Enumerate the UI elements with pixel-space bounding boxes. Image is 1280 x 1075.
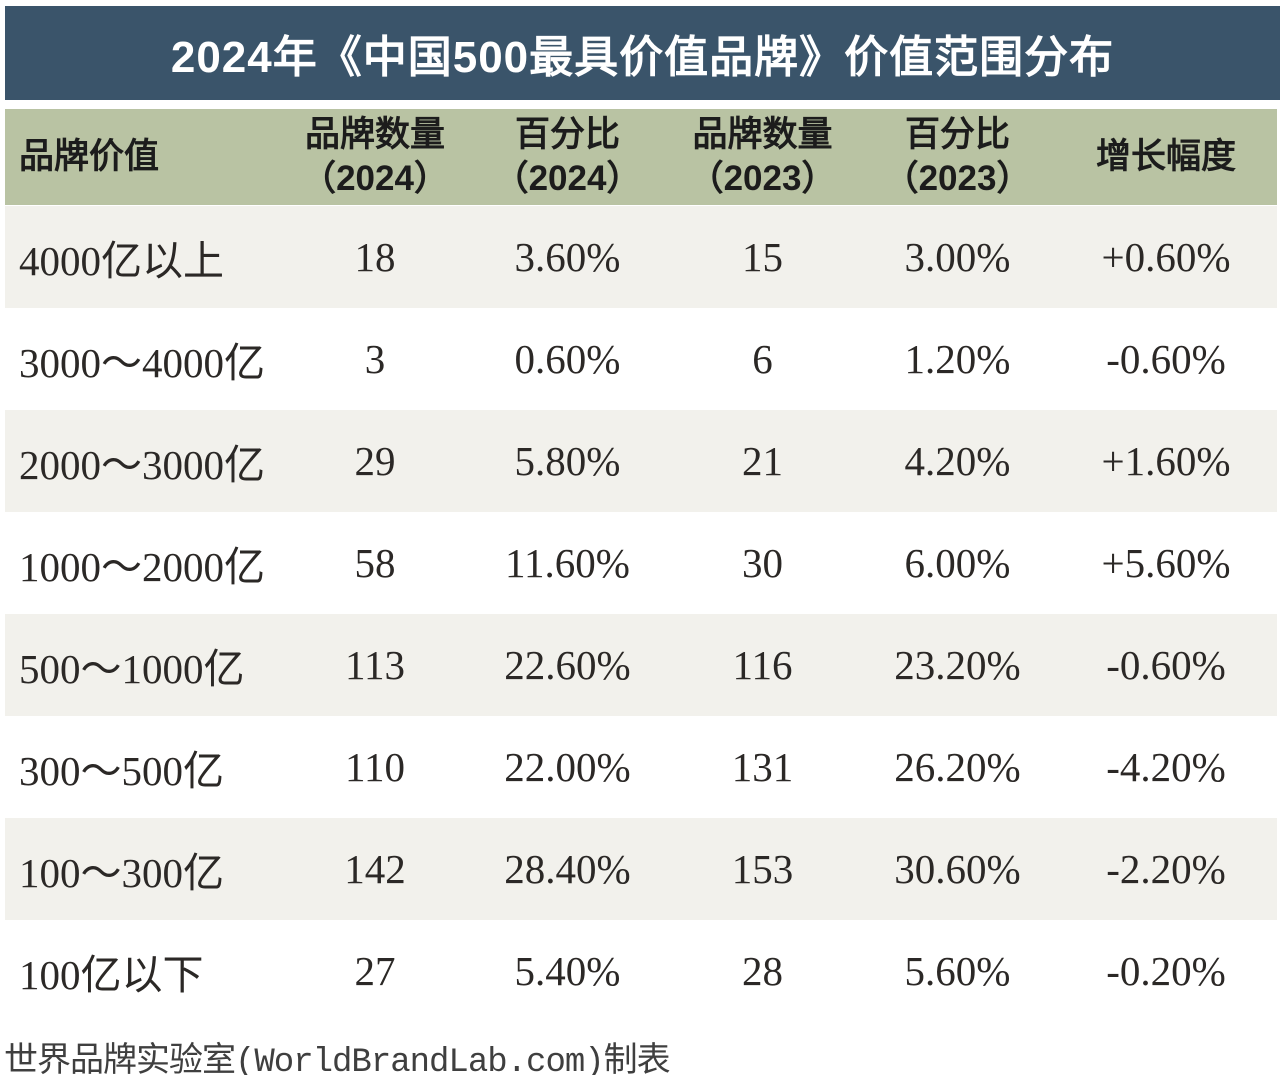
cell-count-2024: 110 [345, 744, 405, 790]
header-label: 增长幅度 [1095, 137, 1236, 176]
cell-brand-value: 500～1000亿 [19, 646, 245, 692]
cell-growth: -0.60% [1106, 336, 1226, 382]
cell-pct-2023: 1.20% [904, 336, 1011, 382]
header-label: 百分比 [904, 115, 1010, 154]
cell-brand-value: 100～300亿 [19, 850, 224, 896]
header-brand-count-2023: 品牌数量 （2023） [665, 113, 860, 201]
cell-growth: -2.20% [1106, 846, 1226, 892]
header-sublabel: （2024） [301, 159, 449, 198]
header-brand-value: 品牌价值 [5, 135, 280, 179]
title-bar: 2024年《中国500最具价值品牌》价值范围分布 [5, 6, 1280, 100]
cell-pct-2023: 4.20% [904, 438, 1011, 484]
table-row: 500～1000亿 113 22.60% 116 23.20% -0.60% [5, 614, 1277, 716]
cell-growth: -0.20% [1106, 948, 1226, 994]
table-row: 3000～4000亿 3 0.60% 6 1.20% -0.60% [5, 308, 1277, 410]
cell-pct-2024: 22.60% [504, 642, 631, 688]
table-row: 100亿以下 27 5.40% 28 5.60% -0.20% [5, 920, 1277, 1022]
header-sublabel: （2023） [688, 159, 837, 198]
cell-pct-2024: 22.00% [504, 744, 631, 790]
cell-count-2023: 6 [752, 336, 773, 382]
header-label: 品牌数量 [304, 115, 445, 154]
header-brand-count-2024: 品牌数量 （2024） [280, 113, 470, 201]
table-row: 4000亿以上 18 3.60% 15 3.00% +0.60% [5, 206, 1277, 308]
cell-count-2023: 116 [732, 642, 793, 688]
cell-pct-2023: 23.20% [894, 642, 1021, 688]
header-label: 品牌数量 [692, 115, 833, 154]
cell-count-2024: 29 [354, 438, 396, 484]
header-percentage-2024: 百分比 （2024） [470, 113, 665, 201]
cell-count-2023: 28 [742, 948, 783, 994]
cell-brand-value: 3000～4000亿 [19, 340, 265, 386]
source-credit: 世界品牌实验室(WorldBrandLab.com)制表 [4, 1044, 671, 1075]
cell-count-2023: 131 [731, 744, 794, 790]
cell-count-2024: 3 [364, 336, 386, 382]
table-row: 2000～3000亿 29 5.80% 21 4.20% +1.60% [5, 410, 1277, 512]
cell-growth: -0.60% [1106, 642, 1226, 688]
cell-pct-2024: 3.60% [514, 234, 621, 280]
cell-brand-value: 100亿以下 [19, 952, 204, 998]
cell-pct-2023: 6.00% [904, 540, 1011, 586]
table-row: 100～300亿 142 28.40% 153 30.60% -2.20% [5, 818, 1277, 920]
cell-pct-2024: 5.40% [514, 948, 621, 994]
cell-count-2023: 21 [742, 438, 783, 484]
cell-pct-2023: 3.00% [904, 234, 1011, 280]
cell-growth: -4.20% [1106, 744, 1226, 790]
table-row: 300～500亿 110 22.00% 131 26.20% -4.20% [5, 716, 1277, 818]
cell-brand-value: 2000～3000亿 [19, 442, 265, 488]
cell-pct-2024: 28.40% [504, 846, 631, 892]
cell-count-2024: 58 [354, 540, 396, 586]
cell-pct-2023: 30.60% [894, 846, 1021, 892]
header-percentage-2023: 百分比 （2023） [860, 113, 1055, 201]
header-label: 百分比 [514, 115, 620, 154]
cell-count-2024: 113 [345, 642, 405, 688]
cell-growth: +0.60% [1101, 234, 1231, 280]
cell-pct-2024: 0.60% [514, 336, 621, 382]
header-sublabel: （2023） [883, 159, 1032, 198]
header-sublabel: （2024） [493, 159, 642, 198]
cell-growth: +1.60% [1101, 438, 1231, 484]
cell-count-2023: 30 [742, 540, 783, 586]
cell-pct-2023: 5.60% [904, 948, 1011, 994]
cell-count-2023: 153 [731, 846, 794, 892]
table-row: 1000～2000亿 58 11.60% 30 6.00% +5.60% [5, 512, 1277, 614]
cell-count-2023: 15 [742, 234, 783, 280]
page-title: 2024年《中国500最具价值品牌》价值范围分布 [170, 33, 1115, 82]
value-distribution-table: 品牌价值 品牌数量 （2024） 百分比 （2024） 品牌数量 （2023） … [5, 109, 1277, 1022]
cell-pct-2024: 11.60% [505, 540, 630, 586]
cell-pct-2024: 5.80% [514, 438, 621, 484]
cell-pct-2023: 26.20% [894, 744, 1021, 790]
cell-brand-value: 300～500亿 [19, 748, 224, 794]
cell-count-2024: 27 [354, 948, 396, 994]
table-header-row: 品牌价值 品牌数量 （2024） 百分比 （2024） 品牌数量 （2023） … [5, 109, 1277, 205]
cell-brand-value: 4000亿以上 [19, 238, 224, 284]
cell-count-2024: 18 [354, 234, 396, 280]
cell-count-2024: 142 [344, 846, 406, 892]
header-label: 品牌价值 [19, 137, 160, 176]
header-growth-rate: 增长幅度 [1055, 135, 1277, 179]
cell-growth: +5.60% [1101, 540, 1231, 586]
cell-brand-value: 1000～2000亿 [19, 544, 265, 590]
